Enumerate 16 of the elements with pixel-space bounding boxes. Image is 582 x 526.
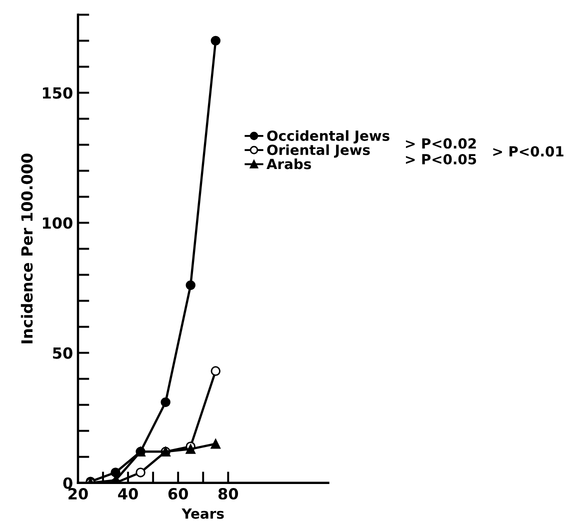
y-tick-label: 50 <box>53 347 72 359</box>
x-tick-label: 80 <box>218 488 238 500</box>
legend-label: Occidental Jews <box>267 130 390 144</box>
legend-label: Arabs <box>266 158 312 170</box>
text: > P<0.01 <box>493 146 564 157</box>
x-tick-label: 60 <box>168 488 188 500</box>
x-axis-title: Years <box>182 508 224 519</box>
x-tick-label: 20 <box>68 488 88 500</box>
y-axis-title: Incidence Per 100.000 <box>20 154 33 344</box>
text: > P<0.05 <box>406 154 476 164</box>
text: > P<0.02 <box>406 138 476 149</box>
legend-label: Oriental Jews <box>267 144 370 158</box>
y-tick-label: 150 <box>42 87 72 99</box>
y-tick-label: 100 <box>42 217 72 229</box>
y-tick-label: 0 <box>63 477 72 489</box>
x-tick-label: 40 <box>118 488 138 500</box>
